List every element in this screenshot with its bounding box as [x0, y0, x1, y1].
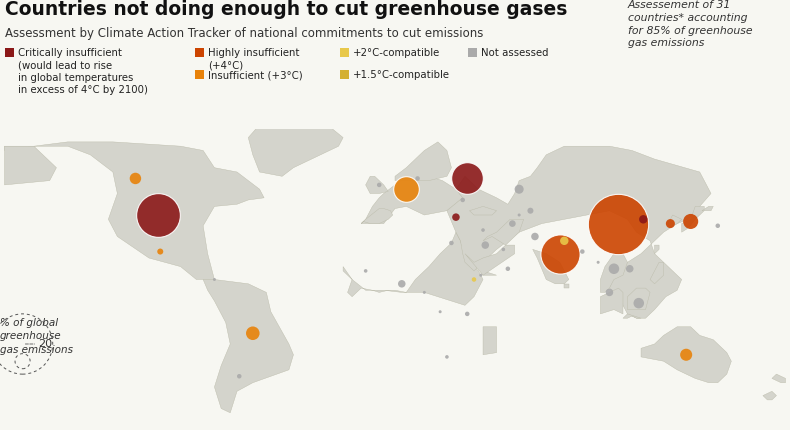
Point: [680, 351, 693, 358]
Point: [418, 289, 431, 296]
Text: Highly insufficient
(+4°C): Highly insufficient (+4°C): [208, 48, 299, 71]
Bar: [195, 48, 204, 57]
Text: Not assessed: Not assessed: [481, 48, 548, 58]
Polygon shape: [627, 288, 650, 310]
Bar: [468, 48, 477, 57]
Point: [637, 216, 649, 223]
Bar: [5, 48, 14, 57]
Polygon shape: [456, 232, 497, 275]
Text: Critically insufficient
(would lead to rise
in global temperatures
in excess of : Critically insufficient (would lead to r…: [18, 48, 148, 95]
Polygon shape: [600, 288, 623, 314]
Polygon shape: [763, 391, 777, 400]
Point: [129, 175, 141, 182]
Point: [400, 186, 412, 193]
Point: [623, 265, 636, 272]
Point: [154, 248, 167, 255]
Polygon shape: [5, 142, 264, 280]
Point: [475, 272, 487, 279]
Point: [529, 233, 541, 240]
Text: 20: 20: [39, 339, 52, 349]
Point: [479, 242, 491, 249]
Point: [434, 308, 446, 315]
Point: [712, 222, 724, 229]
Polygon shape: [655, 245, 659, 254]
Bar: [340, 48, 349, 57]
Point: [633, 300, 645, 307]
Polygon shape: [532, 249, 569, 284]
Polygon shape: [5, 146, 56, 185]
Point: [502, 265, 514, 272]
Point: [608, 265, 620, 272]
Polygon shape: [248, 120, 343, 176]
Point: [558, 237, 570, 244]
Polygon shape: [682, 206, 704, 232]
Polygon shape: [343, 232, 483, 305]
Point: [152, 212, 164, 218]
Point: [513, 186, 525, 193]
Point: [441, 353, 453, 360]
Polygon shape: [668, 215, 682, 228]
Polygon shape: [483, 327, 497, 355]
Point: [412, 175, 424, 182]
Text: Countries not doing enough to cut greenhouse gases: Countries not doing enough to cut greenh…: [5, 0, 567, 19]
Text: % of global
greenhouse
gas emissions: % of global greenhouse gas emissions: [0, 318, 73, 355]
Polygon shape: [447, 146, 711, 318]
Point: [461, 175, 473, 182]
Point: [684, 218, 697, 225]
Point: [497, 246, 510, 253]
Point: [664, 220, 677, 227]
Point: [233, 373, 246, 380]
Point: [450, 214, 462, 221]
Point: [592, 259, 604, 266]
Point: [208, 276, 220, 283]
Polygon shape: [361, 176, 463, 224]
Point: [396, 280, 408, 287]
Polygon shape: [395, 142, 451, 181]
Point: [506, 220, 519, 227]
Polygon shape: [564, 284, 569, 288]
Point: [576, 248, 589, 255]
Polygon shape: [361, 209, 393, 224]
Point: [359, 267, 372, 274]
Polygon shape: [465, 245, 514, 275]
Point: [246, 330, 259, 337]
Polygon shape: [650, 262, 664, 284]
Polygon shape: [623, 314, 641, 318]
Text: Assessment by Climate Action Tracker of national commitments to cut emissions: Assessment by Climate Action Tracker of …: [5, 27, 483, 40]
Point: [524, 207, 536, 214]
Point: [17, 341, 29, 347]
Point: [445, 240, 457, 246]
Text: Assessement of 31
countries* accounting
for 85% of greenhouse
gas emissions: Assessement of 31 countries* accounting …: [628, 0, 753, 49]
Point: [457, 197, 469, 203]
Polygon shape: [366, 176, 388, 194]
Point: [373, 181, 386, 188]
Point: [17, 358, 29, 365]
Point: [461, 310, 473, 317]
Polygon shape: [772, 374, 785, 383]
Bar: [340, 70, 349, 79]
Bar: [195, 70, 204, 79]
Text: +1.5°C-compatible: +1.5°C-compatible: [353, 70, 450, 80]
Point: [554, 250, 566, 257]
Polygon shape: [702, 206, 713, 211]
Polygon shape: [600, 254, 627, 292]
Text: Insufficient (+3°C): Insufficient (+3°C): [208, 70, 303, 80]
Polygon shape: [483, 219, 524, 245]
Polygon shape: [469, 206, 497, 215]
Point: [513, 212, 525, 218]
Point: [476, 227, 489, 233]
Point: [468, 276, 480, 283]
Point: [612, 220, 625, 227]
Polygon shape: [641, 327, 732, 383]
Point: [603, 289, 615, 296]
Text: +2°C-compatible: +2°C-compatible: [353, 48, 440, 58]
Polygon shape: [203, 280, 293, 413]
